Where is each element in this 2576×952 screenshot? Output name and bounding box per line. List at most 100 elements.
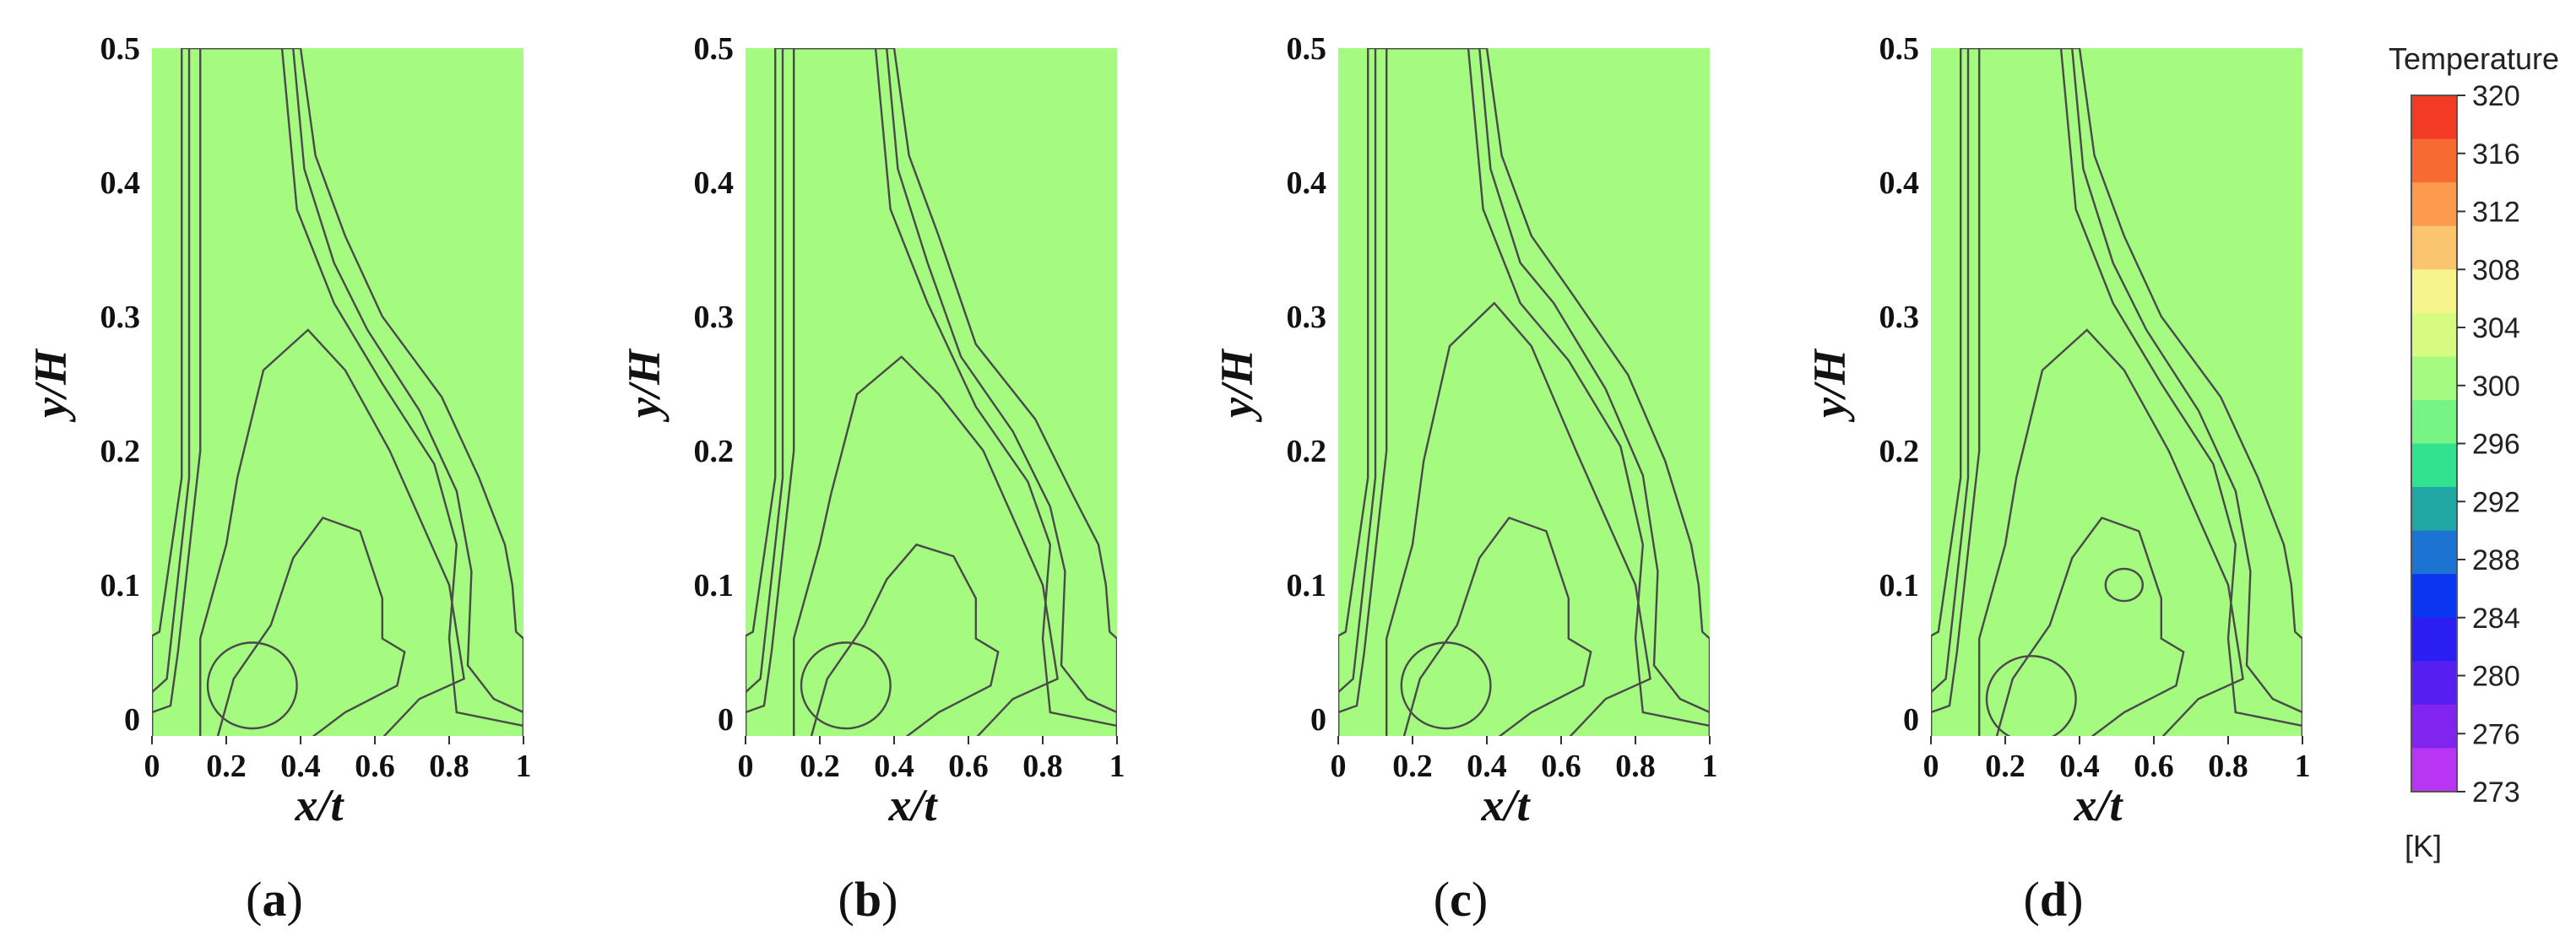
colorbar-tick-label: 273: [2472, 776, 2520, 809]
colorbar-tick-label: 276: [2472, 718, 2520, 750]
x-axis-label: x/t: [1480, 780, 1531, 830]
contour-background: [1931, 48, 2302, 736]
contour-band-4: [199, 328, 465, 736]
y-tick-label: 0.2: [1287, 434, 1327, 469]
x-tick-label: 1: [1702, 749, 1718, 784]
x-tick-label: 1: [1109, 749, 1125, 784]
contour-band-4: [1386, 301, 1651, 736]
x-tick-label: 0.2: [206, 749, 247, 784]
colorbar-swatch: [2411, 95, 2457, 140]
y-tick-label: 0.4: [694, 165, 735, 201]
y-axis-label: y/H: [619, 348, 670, 423]
contour-band-4: [793, 355, 1059, 736]
colorbar-swatch: [2411, 138, 2457, 183]
colorbar-tick-label: 304: [2472, 312, 2520, 344]
temperature-colorbar: Temperature 320 316 312 308 304 300 296 292 288 2…: [2389, 41, 2559, 863]
y-axis-label: y/H: [1212, 348, 1262, 423]
contour-band-5: [810, 543, 1000, 736]
colorbar-tick-label: 292: [2472, 486, 2520, 518]
contour-band-5: [1995, 517, 2185, 736]
contour-band-2: [1931, 48, 2302, 736]
contour-band-3: [1338, 48, 1710, 736]
y-tick-label: 0.4: [1879, 165, 1920, 201]
x-tick-label: 0: [1331, 749, 1347, 784]
colorbar-swatch: [2411, 748, 2457, 792]
contour-band-4: [1978, 328, 2244, 736]
colorbar-tick-label: 308: [2472, 254, 2520, 286]
colorbar-swatch: [2411, 356, 2457, 401]
contour-band-1: [1338, 48, 1710, 736]
colorbar-swatch: [2411, 487, 2457, 532]
x-tick-label: 0.8: [429, 749, 469, 784]
colorbar-tick-label: 300: [2472, 371, 2520, 403]
colorbar-swatch: [2411, 225, 2457, 270]
contour-band-1: [746, 48, 1117, 736]
y-tick-label: 0.3: [100, 300, 141, 335]
x-tick-label: 0.8: [1022, 749, 1063, 784]
x-axis-label: x/t: [2073, 780, 2123, 830]
contour-background: [746, 48, 1117, 736]
y-tick-label: 0.5: [1879, 31, 1920, 67]
contour-band-5: [216, 517, 406, 736]
y-tick-label: 0.3: [1287, 300, 1327, 335]
colorbar-swatch: [2411, 182, 2457, 227]
colorbar-swatch: [2411, 443, 2457, 488]
x-tick-label: 0.6: [1541, 749, 1581, 784]
contour-band-2: [152, 48, 523, 736]
y-tick-label: 0: [1310, 702, 1326, 738]
caption-d: (d): [2024, 872, 2084, 927]
contour-panel-a: 0 0.2 0.4 0.6 0.8 1 0 0.1 0.2 0.3 0.4 0.5 x/t y/H: [25, 31, 532, 830]
x-tick-label: 0.4: [280, 749, 321, 784]
caption-a: (a): [246, 872, 303, 927]
contour-band-2: [1338, 48, 1710, 736]
y-tick-label: 0: [718, 702, 734, 738]
y-tick-label: 0: [1903, 702, 1919, 738]
y-tick-label: 0.1: [100, 568, 141, 603]
x-tick-label: 0: [144, 749, 160, 784]
y-tick-label: 0.5: [100, 31, 141, 67]
x-tick-label: 0.2: [1985, 749, 2026, 784]
colorbar-swatch: [2411, 312, 2457, 357]
y-tick-label: 0.3: [1879, 300, 1920, 335]
x-tick-label: 0: [738, 749, 754, 784]
colorbar-tick-label: 296: [2472, 429, 2520, 461]
x-tick-label: 0.4: [1467, 749, 1507, 784]
contour-background: [1338, 48, 1710, 736]
hot-core-region: [206, 641, 298, 730]
y-tick-label: 0: [124, 702, 140, 738]
x-tick-label: 0.6: [2134, 749, 2174, 784]
colorbar-tick-label: 316: [2472, 138, 2520, 170]
x-axis-label: x/t: [294, 780, 344, 830]
x-tick-label: 0.4: [2059, 749, 2100, 784]
colorbar-unit: [K]: [2405, 829, 2442, 863]
x-tick-label: 0.6: [948, 749, 989, 784]
contour-band-2: [746, 48, 1117, 736]
y-tick-label: 0.4: [1287, 165, 1327, 201]
x-tick-label: 0.4: [874, 749, 914, 784]
colorbar-swatch: [2411, 574, 2457, 619]
x-tick-label: 0.2: [1392, 749, 1433, 784]
x-tick-label: 0.8: [2208, 749, 2248, 784]
x-tick-label: 0.6: [355, 749, 395, 784]
y-axis-label: y/H: [1804, 348, 1855, 423]
contour-band-1: [152, 48, 523, 736]
colorbar-tick-label: 280: [2472, 661, 2520, 693]
y-tick-label: 0.1: [694, 568, 735, 603]
hot-core-region: [1400, 641, 1492, 730]
x-tick-label: 0: [1923, 749, 1939, 784]
colorbar-swatch: [2411, 399, 2457, 444]
hot-core-region: [2104, 567, 2145, 603]
y-tick-label: 0.5: [1287, 31, 1327, 67]
y-tick-label: 0.2: [694, 434, 735, 469]
contour-band-1: [1931, 48, 2302, 736]
colorbar-swatch: [2411, 530, 2457, 575]
y-axis-label: y/H: [25, 348, 76, 423]
caption-c: (c): [1434, 872, 1488, 927]
y-tick-label: 0.3: [694, 300, 735, 335]
hot-core-region: [800, 641, 892, 730]
colorbar-swatch: [2411, 704, 2457, 749]
x-tick-label: 1: [2295, 749, 2311, 784]
contour-panel-b: 0 0.2 0.4 0.6 0.8 1 0 0.1 0.2 0.3 0.4 0.5 x/t y/H: [619, 31, 1125, 830]
caption-b: (b): [838, 872, 898, 927]
